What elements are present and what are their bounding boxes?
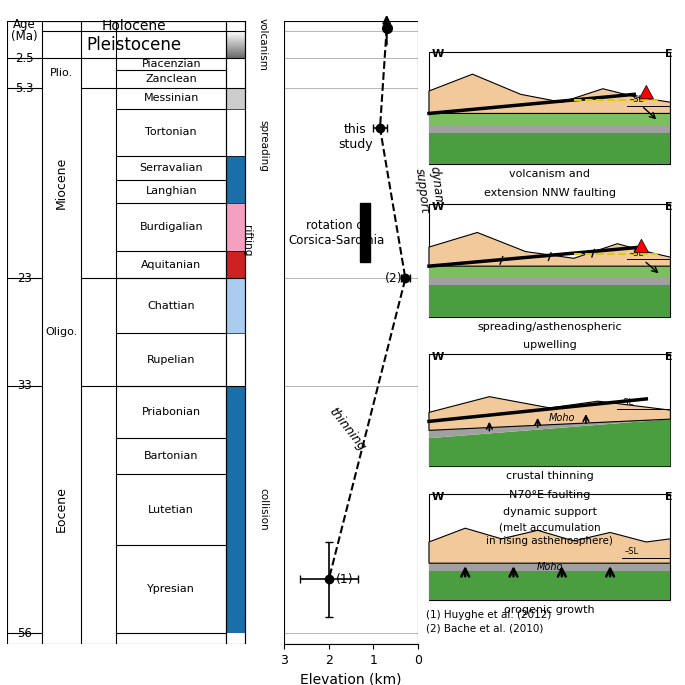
Text: W: W (432, 492, 444, 501)
Text: Serravalian: Serravalian (140, 163, 203, 173)
Text: N70°E faulting: N70°E faulting (509, 490, 590, 500)
Bar (226, 386, 245, 633)
Polygon shape (429, 232, 671, 266)
Text: volcanism and: volcanism and (509, 169, 590, 179)
Text: Tortonian: Tortonian (145, 127, 197, 137)
Text: rotation of
Corsica-Sardinia: rotation of Corsica-Sardinia (288, 219, 384, 247)
Text: (Ma): (Ma) (12, 30, 38, 43)
Text: 2.5: 2.5 (15, 51, 34, 64)
Text: extension NNW faulting: extension NNW faulting (484, 188, 616, 197)
Text: dynamic support: dynamic support (503, 507, 597, 516)
Bar (429, 285, 671, 316)
Bar (226, 156, 245, 203)
Text: Piacenzian: Piacenzian (141, 59, 201, 69)
Text: (2): (2) (386, 272, 403, 285)
Bar (226, 203, 245, 251)
Text: 5.3: 5.3 (15, 82, 34, 95)
Text: Plio.: Plio. (50, 68, 73, 78)
Text: Zanclean: Zanclean (145, 74, 197, 84)
Bar (429, 354, 671, 466)
Text: E: E (665, 202, 673, 212)
Text: 56: 56 (17, 627, 32, 640)
Bar (360, 203, 370, 262)
Polygon shape (429, 397, 671, 430)
Text: Aquitanian: Aquitanian (141, 260, 201, 270)
Text: 33: 33 (17, 379, 32, 393)
Text: orogenic growth: orogenic growth (504, 606, 595, 615)
Text: W: W (432, 202, 444, 212)
Text: (melt accumulation: (melt accumulation (499, 523, 601, 532)
Text: Age: Age (13, 18, 36, 32)
Bar (429, 495, 671, 600)
Bar (226, 279, 245, 334)
Text: volcanism: volcanism (258, 18, 268, 71)
Text: Lutetian: Lutetian (149, 505, 194, 514)
Text: in rising asthenosphere): in rising asthenosphere) (486, 536, 613, 546)
Text: –SL: –SL (625, 547, 638, 556)
Text: Holocene: Holocene (102, 19, 166, 33)
Text: Chattian: Chattian (147, 301, 195, 311)
Text: Oligo.: Oligo. (45, 327, 78, 337)
Bar (429, 125, 671, 132)
Text: E: E (665, 49, 673, 60)
Polygon shape (429, 74, 671, 114)
Text: –SL: –SL (630, 249, 643, 258)
Text: W: W (432, 49, 444, 60)
X-axis label: Elevation (km): Elevation (km) (300, 672, 402, 685)
Bar (429, 563, 671, 571)
Text: Eocene: Eocene (55, 486, 68, 532)
Text: Ypresian: Ypresian (147, 584, 195, 594)
Bar (429, 266, 671, 277)
Bar (429, 132, 671, 164)
Text: this
study: this study (338, 123, 373, 151)
Text: upwelling: upwelling (523, 340, 577, 350)
Text: E: E (665, 492, 673, 501)
Text: E: E (665, 351, 673, 362)
Polygon shape (429, 528, 671, 563)
Bar (429, 571, 671, 600)
Text: Moho: Moho (549, 413, 575, 423)
Text: spreading/asthenospheric: spreading/asthenospheric (477, 322, 622, 332)
Polygon shape (634, 239, 649, 253)
Text: Moho: Moho (536, 562, 563, 572)
Text: W: W (432, 351, 444, 362)
Text: Messinian: Messinian (144, 93, 199, 103)
Text: dynamic
support: dynamic support (412, 166, 447, 219)
Bar (226, 88, 245, 109)
Text: thinning: thinning (325, 405, 368, 453)
Text: Pleistocene: Pleistocene (87, 36, 182, 54)
Bar (226, 251, 245, 279)
Text: Burdigalian: Burdigalian (140, 222, 203, 232)
Polygon shape (429, 419, 671, 466)
Text: Rupelian: Rupelian (147, 355, 195, 364)
Bar (429, 114, 671, 125)
Text: (2) Bache et al. (2010): (2) Bache et al. (2010) (426, 624, 544, 634)
Text: –SL: –SL (630, 95, 643, 104)
Text: rifting: rifting (242, 225, 251, 256)
Text: crustal thinning: crustal thinning (506, 471, 594, 482)
Polygon shape (639, 86, 653, 99)
Text: (1): (1) (336, 573, 353, 586)
Text: Bartonian: Bartonian (144, 451, 199, 461)
Bar (429, 277, 671, 285)
Bar (429, 204, 671, 316)
Text: Miocene: Miocene (55, 158, 68, 210)
Polygon shape (429, 410, 671, 438)
Bar (429, 52, 671, 164)
Text: spreading: spreading (258, 120, 268, 171)
Text: (1) Huyghe et al. (2012): (1) Huyghe et al. (2012) (426, 610, 552, 620)
Text: Langhian: Langhian (145, 186, 197, 197)
Text: collision: collision (258, 488, 268, 531)
Text: 23: 23 (17, 272, 32, 285)
Text: –SL: –SL (620, 399, 634, 408)
Text: Priabonian: Priabonian (142, 407, 201, 416)
